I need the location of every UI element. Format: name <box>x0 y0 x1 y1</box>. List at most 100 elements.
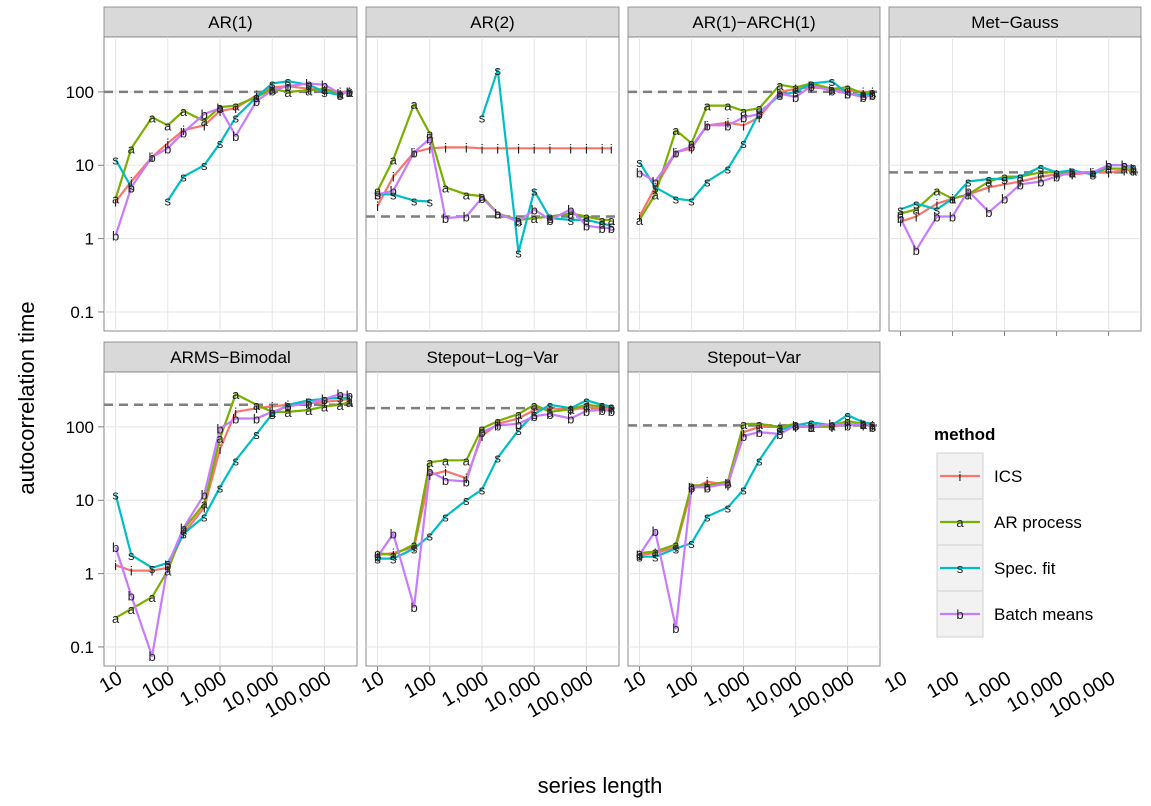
point-marker-AR: a <box>756 101 764 116</box>
point-marker-BM: b <box>269 405 276 420</box>
point-marker-AR: a <box>583 398 591 413</box>
point-marker-BM: b <box>232 412 239 427</box>
point-marker-AR: a <box>346 85 354 100</box>
point-marker-ICS: i <box>830 82 833 97</box>
point-marker-AR: a <box>869 85 877 100</box>
point-marker-AR: a <box>463 187 471 202</box>
point-marker-ICS: i <box>130 564 133 579</box>
point-marker-BM: b <box>305 77 312 92</box>
point-marker-ICS: i <box>862 85 865 100</box>
point-marker-AR: a <box>232 99 240 114</box>
point-marker-ICS: i <box>610 402 613 417</box>
point-marker-BM: b <box>180 125 187 140</box>
point-marker-AR: a <box>284 405 292 420</box>
point-marker-BM: b <box>426 132 433 147</box>
point-marker-AR: a <box>860 87 868 102</box>
point-marker-SF: s <box>253 427 260 442</box>
point-marker-SF: s <box>112 487 119 502</box>
point-marker-AR: a <box>478 189 486 204</box>
point-marker-BM: b <box>463 475 470 490</box>
point-marker-BM: b <box>1017 177 1024 192</box>
panel-strip <box>103 341 358 373</box>
point-marker-AR: a <box>305 403 313 418</box>
point-marker-ICS: i <box>339 85 342 100</box>
point-marker-AR: a <box>897 206 905 221</box>
point-marker-ICS: i <box>114 195 117 210</box>
panel-title: Stepout−Log−Var <box>426 348 558 367</box>
point-marker-AR: a <box>531 211 539 226</box>
point-marker-AR: a <box>410 97 418 112</box>
point-marker-AR: a <box>1017 170 1025 185</box>
point-marker-BM: b <box>346 85 353 100</box>
point-marker-BM: b <box>724 476 731 491</box>
point-marker-ICS: i <box>151 564 154 579</box>
series-line-BM <box>899 164 1134 252</box>
point-marker-AR: a <box>985 175 993 190</box>
point-marker-SF: s <box>583 213 590 228</box>
point-marker-AR: a <box>724 475 732 490</box>
point-marker-AR: a <box>828 82 836 97</box>
series-line-BM <box>114 393 350 658</box>
point-marker-BM: b <box>1069 165 1076 180</box>
point-marker-ICS: i <box>496 141 499 156</box>
point-marker-AR: a <box>337 87 345 102</box>
point-marker-ICS: i <box>967 187 970 202</box>
point-marker-BM: b <box>148 150 155 165</box>
point-marker-BM: b <box>284 399 291 414</box>
point-marker-SF: s <box>860 415 867 430</box>
point-marker-SF: s <box>479 483 486 498</box>
point-marker-SF: s <box>704 510 711 525</box>
point-marker-SF: s <box>374 187 381 202</box>
point-marker-SF: s <box>777 88 784 103</box>
point-marker-SF: s <box>725 162 732 177</box>
point-marker-BM: b <box>808 79 815 94</box>
x-tick-label: 10 <box>620 667 650 697</box>
point-marker-SF: s <box>149 561 156 576</box>
point-marker-BM: b <box>688 480 695 495</box>
point-marker-ICS: i <box>255 401 258 416</box>
point-marker-BM: b <box>321 78 328 93</box>
legend-label: Batch means <box>994 605 1093 624</box>
point-marker-BM: b <box>869 420 876 435</box>
point-marker-BM: b <box>704 480 711 495</box>
point-marker-BM: b <box>608 221 615 236</box>
point-marker-BM: b <box>201 487 208 502</box>
point-marker-ICS: i <box>810 80 813 95</box>
point-marker-AR: a <box>652 545 660 560</box>
point-marker-BM: b <box>792 90 799 105</box>
point-marker-ICS: i <box>549 401 552 416</box>
point-marker-BM: b <box>305 396 312 411</box>
point-marker-AR: a <box>148 110 156 125</box>
point-marker-AR: a <box>374 546 382 561</box>
panel-background <box>627 36 881 332</box>
point-marker-ICS: i <box>533 403 536 418</box>
point-marker-BM: b <box>216 101 223 116</box>
point-marker-BM: b <box>346 388 353 403</box>
point-marker-SF: s <box>860 88 867 103</box>
point-marker-ICS: i <box>287 79 290 94</box>
point-marker-BM: b <box>284 79 291 94</box>
point-marker-ICS: i <box>549 141 552 156</box>
point-marker-SF: s <box>180 527 187 542</box>
point-marker-AR: a <box>776 78 784 93</box>
point-marker-ICS: i <box>1091 165 1094 180</box>
point-marker-ICS: i <box>465 471 468 486</box>
point-marker-BM: b <box>828 417 835 432</box>
point-marker-SF: s <box>217 480 224 495</box>
point-marker-AR: a <box>756 417 764 432</box>
point-marker-AR: a <box>740 104 748 119</box>
point-marker-ICS: i <box>690 141 693 156</box>
point-marker-SF: s <box>756 106 763 121</box>
point-marker-ICS: i <box>1003 177 1006 192</box>
point-marker-AR: a <box>478 422 486 437</box>
point-marker-SF: s <box>285 398 292 413</box>
point-marker-ICS: i <box>742 425 745 440</box>
point-marker-SF: s <box>740 483 747 498</box>
point-marker-SF: s <box>673 541 680 556</box>
point-marker-ICS: i <box>1107 165 1110 180</box>
point-marker-ICS: i <box>255 88 258 103</box>
y-tick-label: 0.1 <box>70 638 94 657</box>
legend-title: method <box>934 425 995 444</box>
point-marker-BM: b <box>583 219 590 234</box>
point-marker-AR: a <box>321 399 329 414</box>
